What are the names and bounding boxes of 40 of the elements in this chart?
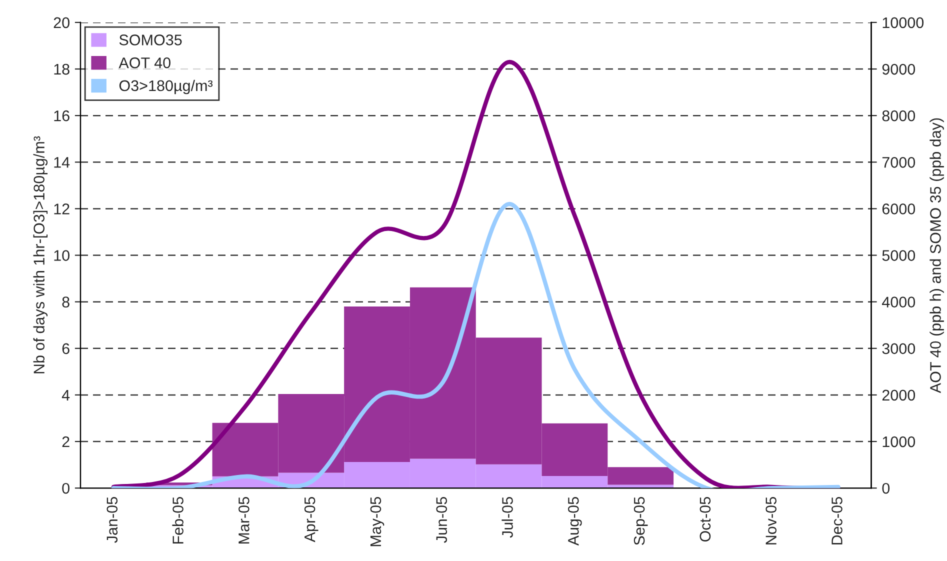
- y-tick-label: 20: [54, 17, 70, 28]
- x-tick-label: Oct-05: [700, 497, 711, 542]
- y2-tick-label: 9000: [882, 64, 916, 75]
- y2-axis-title: AOT 40 (ppb h) and SOMO 35 (ppb day): [930, 118, 944, 394]
- legend-label: SOMO35: [119, 34, 182, 46]
- x-tick-label: Jul-05: [502, 497, 513, 538]
- y2-tick-label: 1000: [882, 436, 916, 448]
- x-tick-label: Dec-05: [832, 497, 842, 544]
- y2-tick-label: 3000: [882, 343, 916, 354]
- x-tick-label: Aug-05: [568, 497, 582, 546]
- y2-tick-label: 4000: [882, 296, 916, 308]
- x-tick-label: Nov-05: [766, 497, 776, 544]
- x-tick-label: May-05: [370, 497, 384, 546]
- y-tick-label: 14: [54, 157, 70, 168]
- y2-tick-label: 2000: [882, 390, 916, 401]
- x-tick-label: Mar-05: [238, 497, 250, 544]
- y2-tick-label: 7000: [882, 156, 916, 168]
- y-tick-label: 16: [54, 110, 70, 122]
- x-tick-label: Jun-05: [436, 497, 448, 543]
- x-tick-label: Jan-05: [106, 497, 118, 543]
- y-tick-label: 0: [62, 482, 70, 494]
- y-axis-title: Nb of days with 1hr-[O3]>180µg/m³: [33, 136, 48, 374]
- y-tick-label: 8: [62, 296, 70, 308]
- y-tick-label: 10: [54, 250, 70, 261]
- line-series: [111, 202, 840, 488]
- y-tick-label: 18: [54, 64, 70, 75]
- x-tick-label: Sep-05: [634, 497, 648, 545]
- y-tick-label: 12: [54, 204, 70, 214]
- y-tick-label: 2: [62, 436, 70, 448]
- x-tick-label: Feb-05: [172, 497, 184, 544]
- x-tick-label: Apr-05: [304, 497, 318, 542]
- legend-label: AOT 40: [118, 57, 170, 68]
- y2-tick-label: 10000: [882, 17, 924, 28]
- y-tick-label: 6: [62, 343, 70, 354]
- y2-tick-label: 5000: [882, 250, 916, 261]
- y2-tick-label: 0: [882, 482, 890, 494]
- y2-tick-label: 8000: [882, 110, 916, 122]
- legend-label: O3>180µg/m³: [119, 80, 213, 94]
- y2-tick-label: 6000: [882, 204, 916, 214]
- y-tick-label: 4: [62, 390, 70, 400]
